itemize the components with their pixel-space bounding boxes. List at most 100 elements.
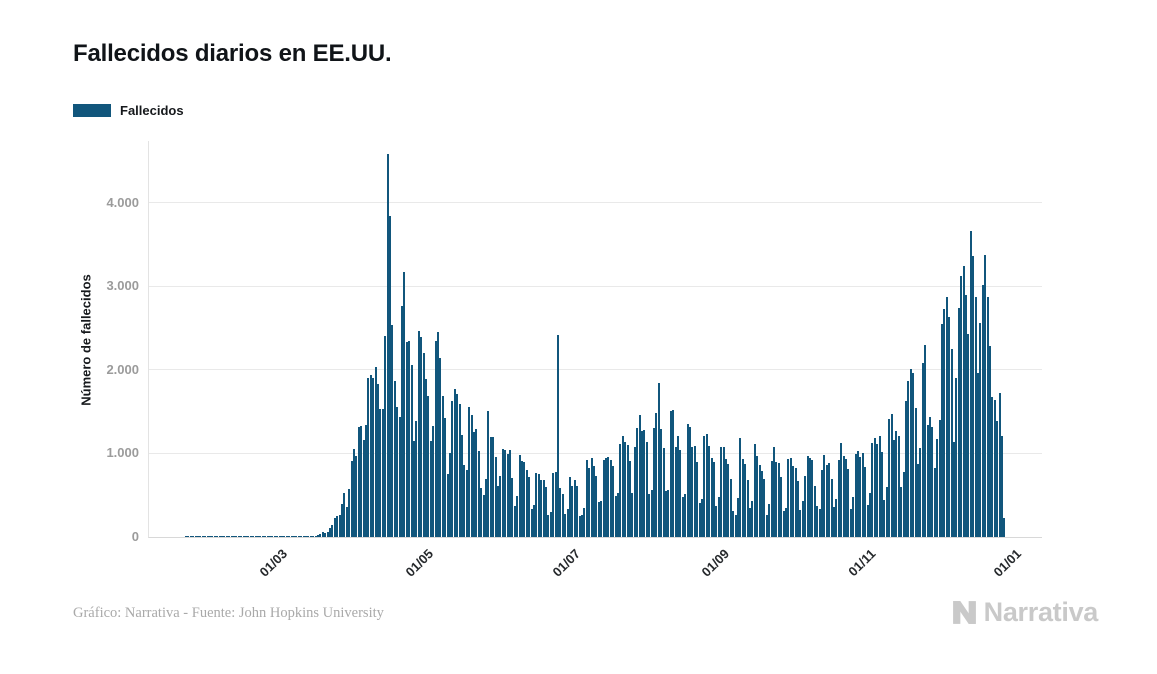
bar-day-237 (753, 443, 756, 537)
bar-day-27 (249, 536, 252, 537)
bar-day-126 (487, 411, 490, 537)
gridline-2000 (149, 369, 1042, 371)
bar-day-341 (1003, 517, 1006, 537)
bar-day-242 (765, 514, 768, 537)
bar-day-24 (242, 536, 245, 537)
bar-day-93 (408, 340, 411, 537)
bar-day-138 (516, 495, 519, 537)
bar-day-50 (305, 536, 308, 537)
bar-day-244 (770, 460, 773, 537)
bar-day-174 (602, 459, 605, 537)
bar-day-66 (343, 493, 346, 537)
bar-day-44 (290, 536, 293, 537)
bar-day-99 (422, 353, 425, 537)
bar-day-184 (626, 445, 629, 537)
bar-day-246 (775, 461, 778, 537)
bar-day-85 (389, 215, 392, 537)
bar-day-22 (237, 536, 240, 537)
bar-day-80 (377, 384, 380, 537)
bar-day-136 (511, 477, 514, 537)
bar-day-30 (257, 536, 260, 537)
bar-day-183 (624, 442, 627, 537)
narrativa-logo-icon (952, 601, 976, 624)
bar-day-63 (336, 516, 339, 537)
bar-day-317 (945, 296, 948, 537)
bar-day-40 (281, 536, 284, 537)
bar-day-115 (461, 435, 464, 537)
bar-day-74 (362, 439, 365, 537)
bar-day-164 (578, 515, 581, 537)
bar-day-323 (960, 276, 963, 537)
bar-day-10 (209, 536, 212, 537)
bar-day-281 (859, 456, 862, 537)
y-tick-label-3000: 3.000 (106, 278, 139, 294)
bar-day-25 (245, 536, 248, 537)
bar-day-170 (593, 466, 596, 537)
bar-day-292 (885, 487, 888, 537)
bar-day-158 (564, 514, 567, 537)
bar-day-69 (350, 460, 353, 537)
bar-day-257 (801, 501, 804, 537)
bar-day-5 (197, 536, 200, 537)
bar-day-324 (962, 266, 965, 537)
bar-day-270 (833, 506, 836, 537)
bar-day-37 (273, 536, 276, 537)
bar-day-264 (818, 508, 821, 537)
bar-day-92 (405, 341, 408, 537)
bar-day-132 (501, 449, 504, 537)
bar-day-149 (542, 480, 545, 537)
bar-day-189 (638, 414, 641, 537)
bar-day-62 (333, 518, 336, 537)
bar-day-209 (686, 423, 689, 537)
bar-day-191 (643, 430, 646, 537)
legend-label-fallecidos: Fallecidos (120, 103, 184, 118)
bar-day-173 (600, 500, 603, 537)
bar-day-182 (621, 436, 624, 537)
bar-day-131 (499, 476, 502, 537)
bar-day-28 (252, 536, 255, 537)
bar-day-127 (489, 436, 492, 537)
bar-day-103 (432, 426, 435, 537)
bar-day-251 (787, 459, 790, 537)
bar-day-252 (789, 458, 792, 537)
bar-day-247 (777, 463, 780, 537)
bar-day-309 (926, 425, 929, 537)
bar-day-108 (444, 418, 447, 537)
bar-day-159 (566, 509, 569, 537)
bar-day-53 (312, 536, 315, 537)
bar-day-106 (439, 357, 442, 537)
bar-day-21 (235, 536, 238, 537)
bar-day-56 (319, 533, 322, 537)
bar-day-166 (583, 507, 586, 537)
x-tick-label-01-03: 01/03 (256, 546, 291, 580)
bar-day-141 (523, 462, 526, 537)
bar-day-38 (276, 536, 279, 537)
bar-day-76 (367, 377, 370, 537)
bar-day-89 (398, 417, 401, 537)
bar-day-109 (446, 474, 449, 537)
bar-day-124 (482, 494, 485, 537)
bar-day-119 (470, 415, 473, 537)
bar-day-302 (909, 368, 912, 537)
bar-day-7 (201, 536, 204, 537)
bar-day-307 (921, 362, 924, 537)
bar-day-160 (569, 476, 572, 537)
bar-day-336 (991, 396, 994, 537)
bar-day-248 (780, 477, 783, 537)
bar-day-161 (571, 485, 574, 537)
bar-day-243 (768, 504, 771, 537)
bar-day-192 (645, 442, 648, 537)
plot-area: 0 1.000 2.000 3.000 4.000 01/03 01/05 01/07 01/… (106, 141, 1042, 580)
bar-day-155 (557, 334, 560, 537)
bar-day-75 (365, 424, 368, 537)
bar-day-298 (900, 486, 903, 537)
bar-day-46 (295, 536, 298, 537)
bar-day-331 (979, 322, 982, 537)
legend[interactable]: Fallecidos (73, 103, 184, 118)
bar-day-278 (852, 497, 855, 537)
bar-day-332 (981, 284, 984, 537)
bar-day-210 (689, 426, 692, 537)
bar-day-190 (641, 431, 644, 537)
bar-day-105 (437, 332, 440, 537)
bar-day-18 (228, 536, 231, 537)
